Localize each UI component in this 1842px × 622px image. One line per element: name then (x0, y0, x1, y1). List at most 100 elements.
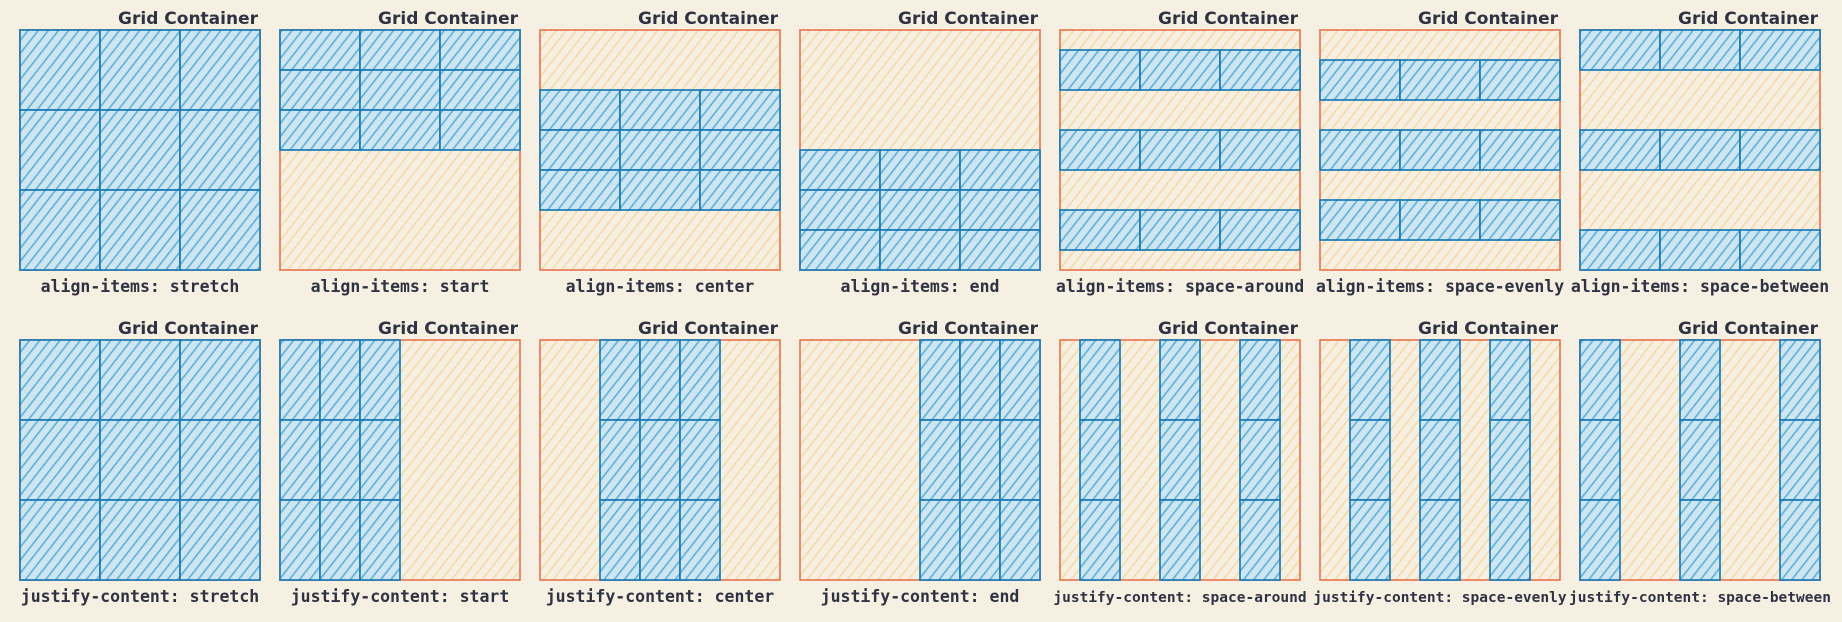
grid-cell (800, 230, 880, 270)
panel-caption: justify-content: stretch (21, 587, 259, 606)
grid-cell (1220, 50, 1300, 90)
grid-cell (1660, 130, 1740, 170)
panel-columns-space-between: Grid Container justify-content: space-bet… (1569, 319, 1831, 606)
grid-cell (1660, 230, 1740, 270)
grid-cell (960, 150, 1040, 190)
panel-rows-space-evenly: Grid Container align-items: space-evenly (1316, 9, 1564, 296)
grid-cell (20, 190, 100, 270)
panel-caption: align-items: space-around (1056, 277, 1304, 296)
grid-cell (1740, 130, 1820, 170)
grid-cell (600, 420, 640, 500)
grid-cell (700, 90, 780, 130)
grid-cell (1400, 200, 1480, 240)
grid-cell (640, 420, 680, 500)
grid-cell (320, 340, 360, 420)
panel-columns-space-around: Grid Container justify-content: space-aro… (1053, 319, 1306, 606)
grid-cell (280, 420, 320, 500)
grid-cell (440, 110, 520, 150)
container-title: Grid Container (638, 319, 779, 339)
grid-cell (600, 500, 640, 580)
grid-cell (1240, 500, 1280, 580)
grid-cell (800, 190, 880, 230)
grid-cell (20, 340, 100, 420)
grid-cell (1140, 50, 1220, 90)
panel-caption: align-items: space-between (1571, 277, 1829, 296)
panel-columns-stretch: Grid Container justify-content: stretch (20, 319, 260, 606)
grid-cell (360, 70, 440, 110)
container-title: Grid Container (118, 9, 259, 29)
grid-cell (960, 190, 1040, 230)
panel-columns-start: Grid Container justify-content: start (280, 319, 520, 606)
grid-cell (180, 500, 260, 580)
panel-rows-start: Grid Container align-items: start (280, 9, 520, 296)
grid-cell (1080, 500, 1120, 580)
grid-cell (620, 90, 700, 130)
grid-cell (100, 500, 180, 580)
grid-cell (1080, 340, 1120, 420)
grid-cell (360, 500, 400, 580)
grid-cell (960, 500, 1000, 580)
grid-cell (540, 130, 620, 170)
grid-cell (180, 420, 260, 500)
grid-cell (800, 150, 880, 190)
grid-cell (1740, 30, 1820, 70)
grid-cell (880, 230, 960, 270)
grid-cell (1060, 50, 1140, 90)
grid-cell (1220, 130, 1300, 170)
grid-cell (280, 70, 360, 110)
grid-cell (440, 70, 520, 110)
grid-cell (180, 340, 260, 420)
container-title: Grid Container (1678, 9, 1819, 29)
grid-cell (920, 500, 960, 580)
grid-cell (1580, 420, 1620, 500)
panel-caption: align-items: start (311, 277, 490, 296)
grid-cell (1060, 130, 1140, 170)
container-title: Grid Container (1158, 9, 1299, 29)
panel-caption: justify-content: center (546, 587, 775, 606)
grid-cell (1140, 210, 1220, 250)
panel-caption: justify-content: space-around (1053, 590, 1306, 606)
grid-cell (1400, 60, 1480, 100)
grid-cell (1240, 420, 1280, 500)
container-title: Grid Container (898, 319, 1039, 339)
grid-cell (1160, 340, 1200, 420)
panel-caption: align-items: stretch (41, 277, 240, 296)
grid-cell (920, 340, 960, 420)
grid-cell (280, 340, 320, 420)
grid-cell (1580, 30, 1660, 70)
grid-cell (20, 420, 100, 500)
grid-cell (1000, 340, 1040, 420)
grid-cell (320, 500, 360, 580)
grid-cell (880, 190, 960, 230)
grid-cell (100, 340, 180, 420)
container-title: Grid Container (898, 9, 1039, 29)
grid-cell (600, 340, 640, 420)
grid-cell (180, 190, 260, 270)
panel-caption: align-items: end (841, 277, 1000, 296)
grid-cell (1420, 420, 1460, 500)
grid-cell (1060, 210, 1140, 250)
grid-cell (1140, 130, 1220, 170)
container-title: Grid Container (1678, 319, 1819, 339)
grid-cell (1240, 340, 1280, 420)
grid-cell (620, 170, 700, 210)
grid-cell (20, 500, 100, 580)
grid-cell (1320, 200, 1400, 240)
panel-caption: justify-content: end (821, 587, 1020, 606)
grid-cell (1780, 420, 1820, 500)
panel-rows-center: Grid Container align-items: center (540, 9, 780, 296)
grid-cell (1400, 130, 1480, 170)
grid-cell (1680, 500, 1720, 580)
grid-cell (920, 420, 960, 500)
grid-cell (1580, 340, 1620, 420)
container-title: Grid Container (118, 319, 259, 339)
grid-cell (680, 500, 720, 580)
grid-cell (280, 500, 320, 580)
grid-cell (680, 420, 720, 500)
grid-cell (1160, 420, 1200, 500)
panel-columns-space-evenly: Grid Container justify-content: space-eve… (1313, 319, 1566, 606)
grid-cell (880, 150, 960, 190)
grid-cell (1160, 500, 1200, 580)
grid-cell (1480, 200, 1560, 240)
